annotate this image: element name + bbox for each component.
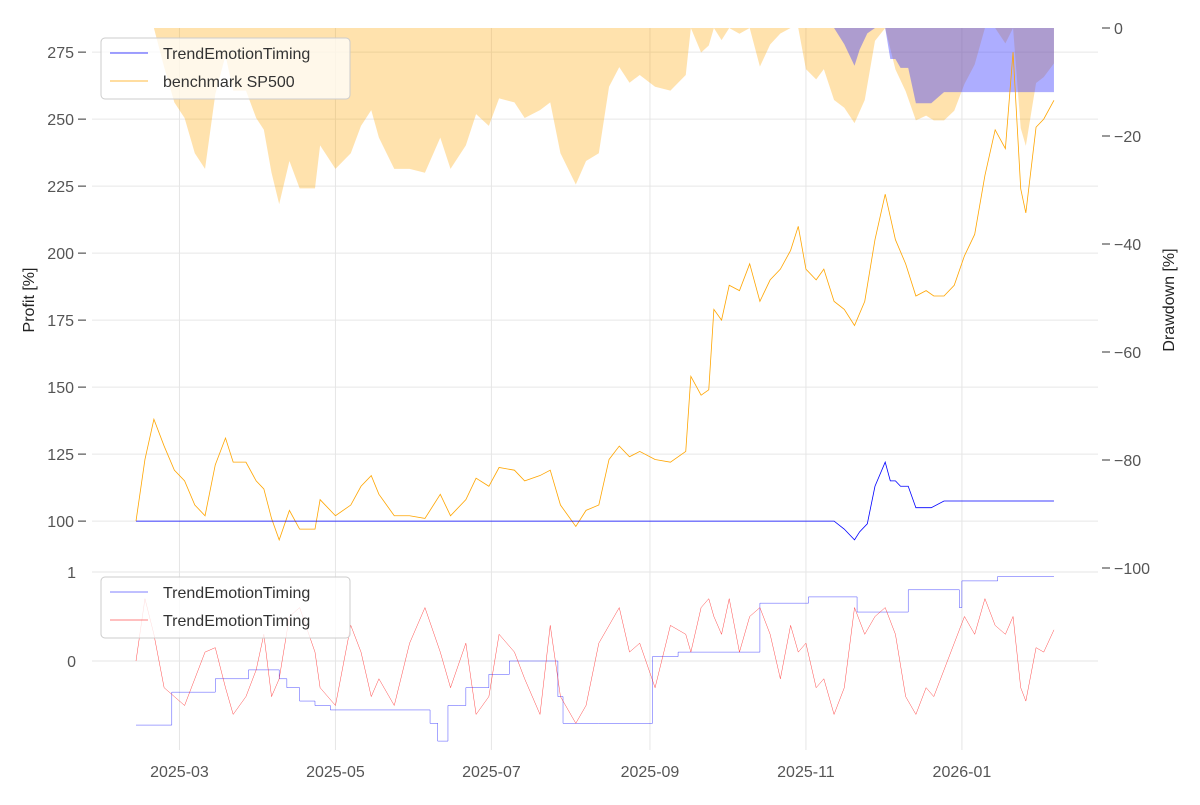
signal-line-blue (136, 576, 1054, 742)
y-tick-label: 150 (47, 380, 74, 397)
drawdown-area-benchmark-sp500 (136, 28, 1054, 205)
axes: 2025-03 2025-05 2025-07 2025-09 2025-11 2026-… (47, 21, 1150, 781)
bottom-y-tick-label: 0 (67, 654, 76, 671)
y-tick-label: 125 (47, 447, 74, 464)
legend-label-red: TrendEmotionTiming (163, 613, 310, 630)
x-tick-label: 2025-03 (150, 764, 209, 781)
x-tick-label: 2026-01 (933, 764, 992, 781)
drawdown-area-trendemotiontiming (136, 28, 1054, 104)
x-tick-label: 2025-09 (621, 764, 680, 781)
bottom-y-tick-label: 1 (67, 565, 76, 582)
y-tick-label: 275 (47, 45, 74, 62)
y-tick-label: 175 (47, 313, 74, 330)
drawdown-fills (136, 28, 1054, 205)
x-tick-label: 2025-05 (306, 764, 365, 781)
grid (92, 28, 1098, 750)
legend-bottom: TrendEmotionTiming TrendEmotionTiming (100, 576, 351, 639)
legend-label-benchmark: benchmark SP500 (163, 74, 295, 91)
legend-label-blue: TrendEmotionTiming (163, 585, 310, 602)
y2-axis-label: Drawdown [%] (1161, 248, 1178, 351)
profit-line-trendemotiontiming (136, 460, 1054, 541)
series-lines (135, 52, 1055, 742)
legend-label-strategy: TrendEmotionTiming (163, 46, 310, 63)
y2-tick-label: −40 (1114, 237, 1141, 254)
x-tick-label: 2025-11 (777, 764, 835, 781)
profit-line-benchmark-sp500 (135, 52, 1055, 542)
y-tick-label: 250 (47, 112, 74, 129)
y-tick-label: 100 (47, 514, 74, 531)
y2-tick-label: −20 (1114, 129, 1141, 146)
y-tick-label: 200 (47, 246, 74, 263)
y2-tick-label: −100 (1114, 561, 1150, 578)
y2-tick-label: −60 (1114, 345, 1141, 362)
y-tick-label: 225 (47, 179, 74, 196)
signal-line-red (135, 597, 1055, 724)
y2-tick-label: −80 (1114, 453, 1141, 470)
x-tick-label: 2025-07 (462, 764, 521, 781)
y-axis-label: Profit [%] (21, 268, 38, 333)
y2-tick-label: 0 (1114, 21, 1123, 38)
legend-top: TrendEmotionTiming benchmark SP500 (100, 37, 351, 100)
